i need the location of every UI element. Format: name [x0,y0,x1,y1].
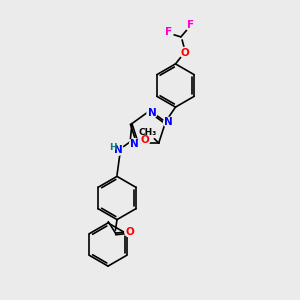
Text: F: F [165,27,172,38]
Circle shape [185,20,196,31]
Text: O: O [125,227,134,237]
Text: N: N [130,139,139,149]
Text: N: N [164,117,173,128]
Text: N: N [114,145,123,155]
Text: CH₃: CH₃ [139,128,157,137]
Text: N: N [148,108,157,118]
Text: O: O [140,135,149,145]
Text: H: H [109,142,116,152]
Circle shape [113,145,124,155]
Text: F: F [187,20,194,31]
Text: O: O [180,47,189,58]
Circle shape [164,117,174,128]
Circle shape [179,47,190,58]
Circle shape [130,139,140,149]
Circle shape [163,27,173,38]
Circle shape [147,108,157,118]
Circle shape [143,126,156,139]
Circle shape [125,227,135,237]
Circle shape [140,135,150,145]
